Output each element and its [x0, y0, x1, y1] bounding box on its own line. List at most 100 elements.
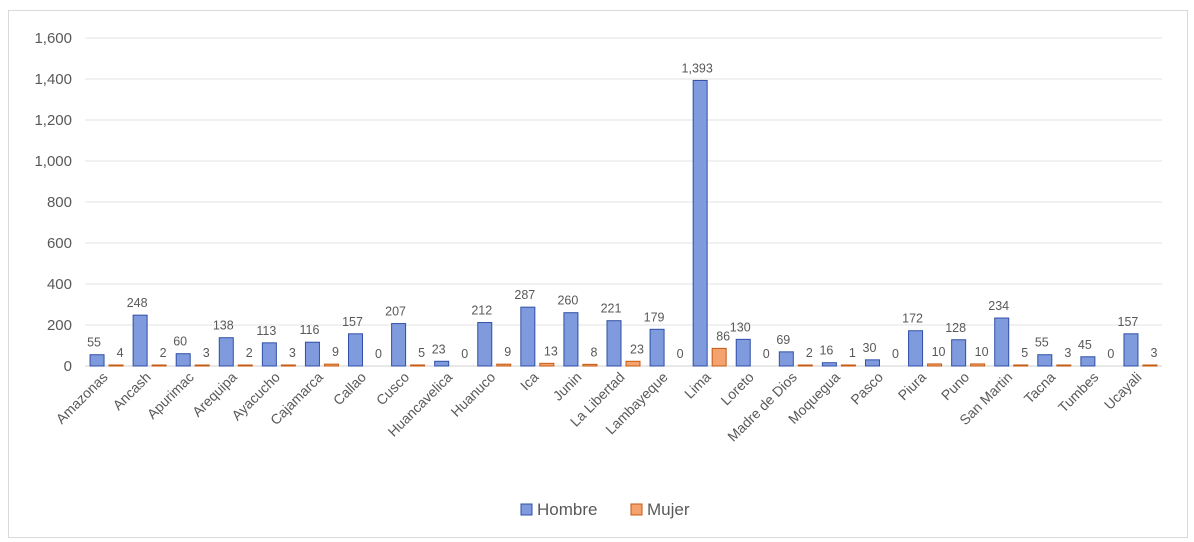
data-label-mujer: 4 [117, 346, 124, 360]
bar-mujer [1142, 364, 1158, 367]
data-label-mujer: 0 [677, 347, 684, 361]
bar-hombre [1123, 333, 1139, 367]
bar-mujer [323, 363, 339, 367]
bar-hombre [520, 306, 536, 367]
bar-hombre [951, 339, 967, 367]
category-label: Ucayali [1101, 369, 1145, 413]
bar-hombre [477, 322, 493, 367]
data-label-hombre: 69 [776, 333, 790, 347]
y-tick-label: 1,200 [34, 112, 72, 129]
bar-mujer [927, 363, 943, 367]
gridlines [85, 37, 1162, 367]
data-label-mujer: 5 [418, 346, 425, 360]
data-label-mujer: 23 [630, 342, 644, 356]
y-tick-label: 1,000 [34, 153, 72, 170]
bar-hombre [563, 312, 579, 367]
bar-mujer [496, 363, 512, 367]
data-label-mujer: 2 [160, 346, 167, 360]
category-label: Loreto [717, 369, 757, 409]
bars [89, 79, 1158, 367]
category-label: Pasco [847, 369, 886, 408]
y-tick-label: 1,400 [34, 71, 72, 88]
x-axis-categories: AmazonasAncashApurimacArequipaAyacuchoCa… [53, 369, 1145, 445]
bar-mujer [582, 363, 598, 367]
bar-hombre [261, 342, 277, 367]
category-label: Ica [517, 369, 542, 394]
category-label: Huanuco [447, 369, 498, 420]
bar-hombre [348, 333, 364, 367]
bar-mujer [194, 364, 210, 367]
data-label-hombre: 157 [342, 315, 363, 329]
bar-hombre [175, 353, 191, 367]
bar-mujer [539, 362, 555, 367]
category-label: Amazonas [53, 369, 111, 427]
data-label-mujer: 3 [1150, 346, 1157, 360]
category-label: Apurimac [144, 369, 197, 422]
data-label-hombre: 157 [1118, 315, 1139, 329]
data-label-mujer: 0 [1107, 347, 1114, 361]
bar-hombre [692, 79, 708, 367]
bar-hombre [1037, 354, 1053, 367]
y-tick-label: 1,600 [34, 30, 72, 47]
data-label-mujer: 0 [375, 347, 382, 361]
data-label-hombre: 30 [863, 341, 877, 355]
bar-mujer [625, 360, 641, 367]
category-label: Tumbes [1055, 369, 1102, 416]
data-label-hombre: 207 [385, 305, 406, 319]
y-axis-ticks: 0 200 400 600 800 1,000 1,200 1,400 1,600 [34, 30, 72, 375]
bar-hombre [1080, 356, 1096, 367]
data-label-mujer: 5 [1021, 346, 1028, 360]
data-label-mujer: 10 [932, 345, 946, 359]
data-label-hombre: 23 [432, 342, 446, 356]
data-label-mujer: 9 [332, 345, 339, 359]
y-tick-label: 600 [47, 235, 72, 252]
category-label: Callao [330, 369, 370, 409]
bar-hombre [391, 323, 407, 367]
category-label: Piura [895, 369, 930, 404]
data-label-mujer: 13 [544, 344, 558, 358]
bar-mujer [1013, 364, 1029, 367]
bar-mujer [151, 364, 167, 367]
data-label-hombre: 130 [730, 320, 751, 334]
category-label: Junin [550, 369, 585, 404]
bar-mujer [237, 364, 253, 367]
data-label-hombre: 138 [213, 319, 234, 333]
data-label-hombre: 60 [173, 335, 187, 349]
data-label-hombre: 45 [1078, 338, 1092, 352]
data-label-hombre: 179 [644, 310, 665, 324]
bar-mujer [1056, 364, 1072, 367]
data-label-hombre: 16 [819, 344, 833, 358]
y-tick-label: 400 [47, 276, 72, 293]
bar-mujer [410, 364, 426, 367]
data-label-mujer: 2 [246, 346, 253, 360]
data-label-hombre: 248 [127, 296, 148, 310]
data-label-mujer: 9 [504, 345, 511, 359]
data-label-mujer: 0 [763, 347, 770, 361]
legend-swatch [520, 503, 533, 516]
bar-mujer [280, 364, 296, 367]
bar-hombre [218, 337, 234, 367]
data-label-mujer: 3 [1064, 346, 1071, 360]
data-label-hombre: 55 [1035, 336, 1049, 350]
bar-mujer [970, 363, 986, 367]
category-label: Tacna [1021, 369, 1059, 407]
bar-mujer [840, 364, 856, 367]
bar-mujer [711, 347, 727, 367]
data-label-mujer: 0 [892, 347, 899, 361]
data-label-mujer: 10 [975, 345, 989, 359]
bar-hombre [864, 359, 880, 367]
data-label-mujer: 2 [806, 346, 813, 360]
bar-mujer [108, 364, 124, 367]
y-tick-label: 800 [47, 194, 72, 211]
category-label: Puno [938, 369, 973, 404]
bar-hombre [778, 351, 794, 367]
data-label-mujer: 86 [716, 329, 730, 343]
data-label-hombre: 113 [256, 324, 276, 338]
bar-hombre [735, 338, 751, 367]
bar-mujer [797, 364, 813, 367]
data-label-hombre: 128 [945, 321, 966, 335]
chart-frame [8, 10, 1188, 538]
data-label-hombre: 287 [514, 288, 535, 302]
